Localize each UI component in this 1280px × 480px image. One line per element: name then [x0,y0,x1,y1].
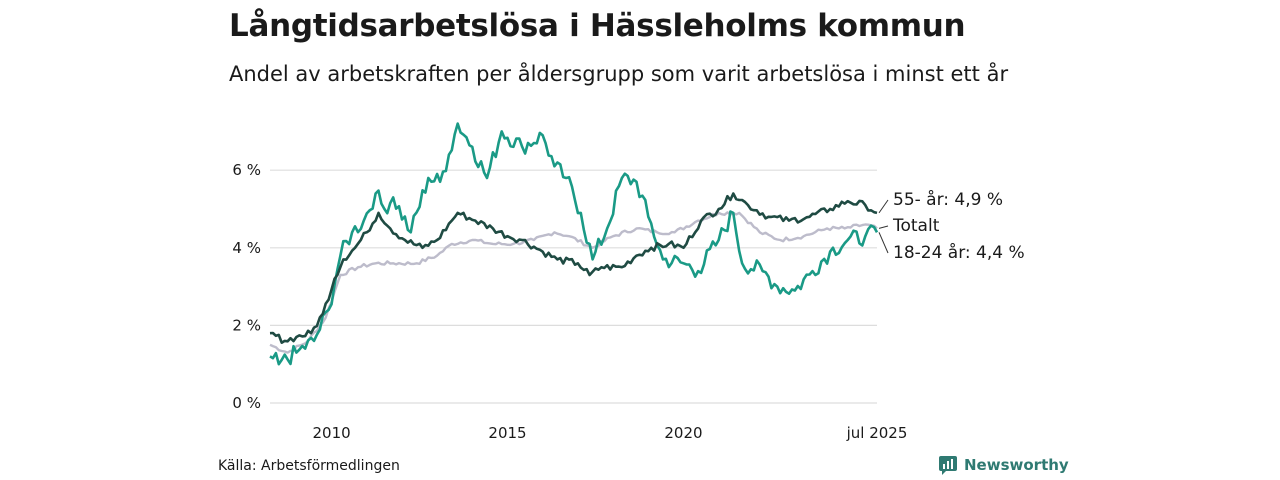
series-line-55-plus [269,192,878,344]
chart-title: Långtidsarbetslösa i Hässleholms kommun [229,8,966,44]
source-note: Källa: Arbetsförmedlingen [218,458,400,474]
series-line-total [269,211,878,354]
brand-name: Newsworthy [964,456,1069,474]
end-label-18-24: 18-24 år: 4,4 % [893,242,1025,263]
end-label-total: Totalt [892,216,940,236]
newsworthy-logo-icon [939,456,957,475]
y-tick-label: 0 % [232,394,261,412]
x-tick-label: jul 2025 [846,424,908,442]
x-tick-label: 2010 [312,424,350,442]
y-tick-label: 6 % [232,161,261,179]
y-tick-label: 4 % [232,239,261,257]
brand-logo: Newsworthy [938,455,1069,475]
x-tick-label: 2020 [664,424,702,442]
leader-line [878,232,889,254]
chart-subtitle: Andel av arbetskraften per åldersgrupp s… [229,62,1009,86]
leader-line [878,199,889,214]
end-label-55-plus: 55- år: 4,9 % [893,189,1003,210]
y-tick-label: 2 % [232,316,261,334]
series-line-18-24 [269,122,879,366]
leader-line [878,225,889,229]
x-tick-label: 2015 [488,424,526,442]
